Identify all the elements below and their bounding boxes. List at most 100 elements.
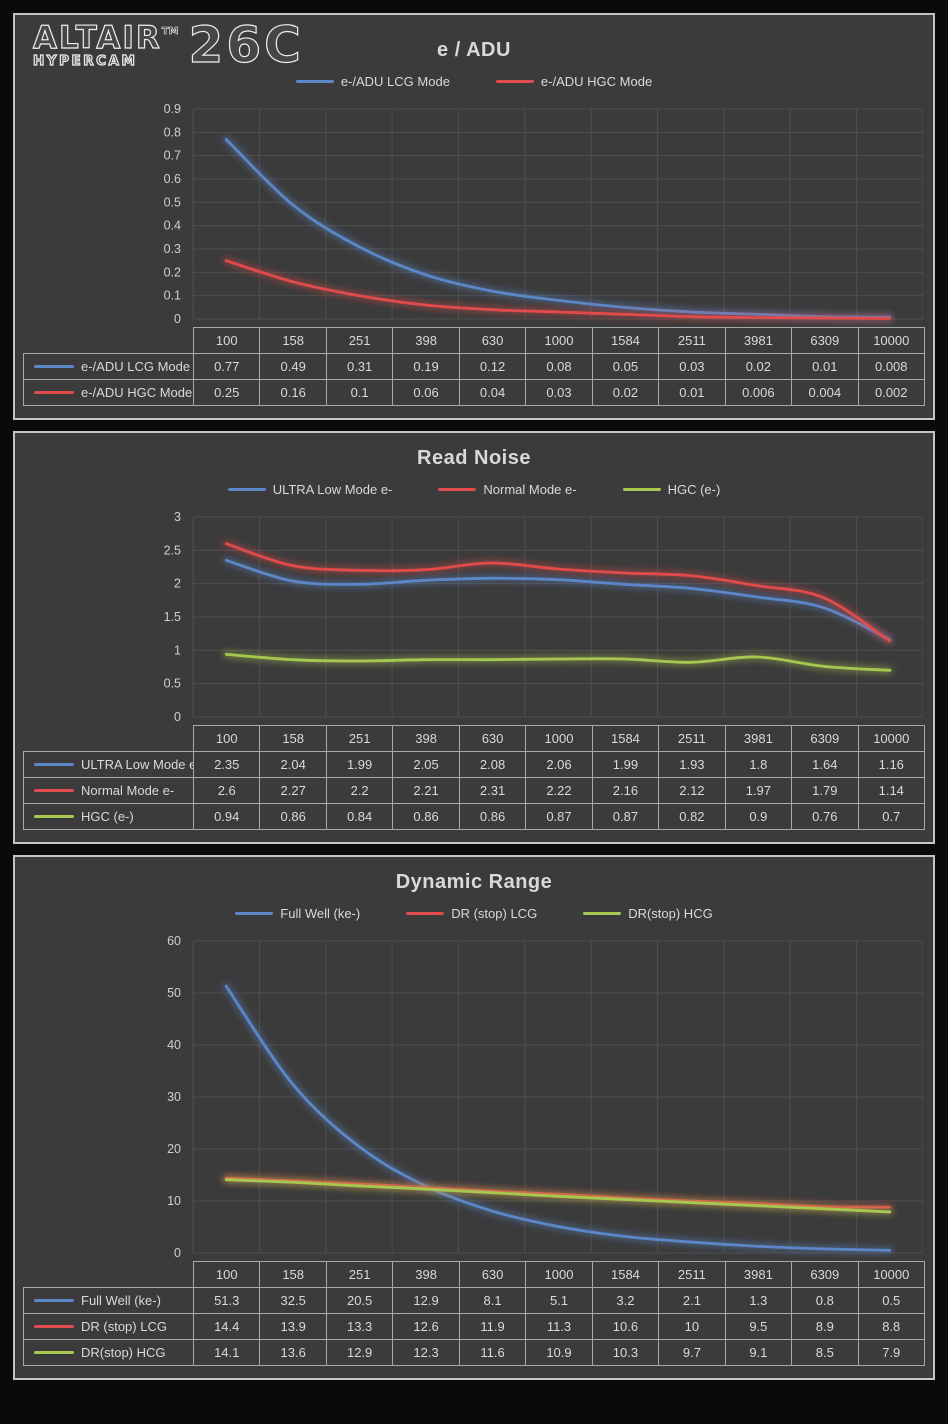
axis-tick-label: 10: [167, 1194, 181, 1208]
value-cell: 0.02: [724, 353, 793, 380]
x-category-header: 100: [192, 1261, 261, 1288]
row-line-swatch: [34, 391, 74, 394]
axis-tick-label: 0: [174, 1246, 181, 1260]
value-cell: 0.05: [591, 353, 660, 380]
value-cell: 1.8: [724, 751, 793, 778]
chart-title: Read Noise: [417, 447, 531, 469]
table-header-row: 100 158 251 398 630 1000 1584 2511 3981 6309 10000: [24, 1261, 926, 1288]
row-label-text: ULTRA Low Mode e-: [81, 757, 194, 772]
row-label-cell: DR(stop) HCG: [23, 1339, 194, 1366]
row-label-cell: ULTRA Low Mode e-: [23, 751, 194, 778]
value-cell: 0.01: [791, 353, 859, 380]
axis-tick-label: 0.2: [164, 265, 181, 279]
x-category-header: 158: [259, 725, 327, 752]
x-category-header: 2511: [658, 1261, 726, 1288]
x-category-header: 3981: [724, 1261, 793, 1288]
panel-header: Dynamic Range Full Well (ke-) DR (stop) L…: [23, 871, 925, 921]
value-cell: 0.1: [325, 379, 394, 406]
value-cell: 0.03: [525, 379, 593, 406]
axis-tick-label: 50: [167, 986, 181, 1000]
value-cell: 8.8: [857, 1313, 926, 1340]
x-category-header: 1584: [591, 327, 660, 354]
value-cell: 12.3: [392, 1339, 460, 1366]
legend-line-swatch: [235, 912, 274, 915]
row-label: e-/ADU HGC Mode: [26, 385, 192, 400]
legend-line-swatch: [495, 80, 534, 83]
x-category-header: 398: [392, 725, 460, 752]
legend-label: Full Well (ke-): [280, 906, 361, 921]
legend-label: ULTRA Low Mode e-: [272, 482, 393, 497]
value-cell: 0.49: [259, 353, 327, 380]
table-row: HGC (e-) 0.94 0.86 0.84 0.86 0.86 0.87 0.87 0.82…: [23, 803, 926, 830]
row-label-text: DR (stop) LCG: [81, 1319, 167, 1334]
value-cell: 0.86: [392, 803, 460, 830]
value-cell: 0.86: [458, 803, 527, 830]
table-corner-blank: [24, 1262, 194, 1288]
value-cell: 20.5: [325, 1287, 394, 1314]
row-label-text: e-/ADU LCG Mode: [81, 359, 191, 374]
row-label-cell: DR (stop) LCG: [23, 1313, 194, 1340]
chart-panel-read-noise: Read Noise ULTRA Low Mode e- Normal Mode …: [13, 431, 935, 844]
x-category-header: 251: [325, 327, 394, 354]
value-cell: 2.21: [392, 777, 460, 804]
value-cell: 2.35: [192, 751, 261, 778]
legend-label: e-/ADU LCG Mode: [340, 74, 450, 89]
row-label-cell: Normal Mode e-: [23, 777, 194, 804]
x-category-header: 10000: [857, 725, 926, 752]
line-chart: 0 0.5 1 1.5 2 2.5 3: [164, 510, 923, 724]
chart-panel-e-adu: ALTAIRTM HYPERCAM 26C e / ADU e-/ADU LCG…: [13, 13, 935, 420]
value-cell: 0.87: [525, 803, 593, 830]
x-category-header: 6309: [791, 1261, 859, 1288]
value-cell: 0.8: [791, 1287, 859, 1314]
value-cell: 0.87: [591, 803, 660, 830]
value-cell: 10: [658, 1313, 726, 1340]
value-cell: 2.06: [525, 751, 593, 778]
value-cell: 13.6: [259, 1339, 327, 1366]
data-table: 100 158 251 398 630 1000 1584 2511 3981 6309 10000…: [23, 327, 926, 406]
y-axis-tick-labels: 0 0.1 0.2 0.3 0.4 0.5 0.6 0.7 0.8 0.9: [164, 102, 181, 326]
table-row: ULTRA Low Mode e- 2.35 2.04 1.99 2.05 2.08 2.0…: [23, 751, 926, 778]
data-table: 100 158 251 398 630 1000 1584 2511 3981 6309 10000…: [23, 725, 926, 830]
row-line-swatch: [34, 789, 74, 792]
x-category-header: 630: [458, 327, 527, 354]
value-cell: 12.9: [392, 1287, 460, 1314]
series-line: [224, 558, 892, 642]
axis-tick-label: 0.1: [164, 289, 181, 303]
value-cell: 8.9: [791, 1313, 859, 1340]
x-category-header: 10000: [857, 327, 926, 354]
value-cell: 2.6: [192, 777, 261, 804]
x-category-header: 630: [458, 1261, 527, 1288]
value-cell: 2.2: [325, 777, 394, 804]
panel-header: Read Noise ULTRA Low Mode e- Normal Mode …: [23, 447, 925, 497]
legend-label: e-/ADU HGC Mode: [540, 74, 653, 89]
legend-item: e-/ADU LCG Mode: [295, 74, 450, 89]
value-cell: 0.12: [458, 353, 527, 380]
value-cell: 14.1: [192, 1339, 261, 1366]
value-cell: 13.9: [259, 1313, 327, 1340]
series-line: [224, 652, 892, 672]
row-label-text: Normal Mode e-: [81, 783, 175, 798]
axis-tick-label: 30: [167, 1090, 181, 1104]
x-category-header: 158: [259, 327, 327, 354]
value-cell: 1.97: [724, 777, 793, 804]
table-row: Full Well (ke-) 51.3 32.5 20.5 12.9 8.1 5.1 3.2…: [23, 1287, 926, 1314]
value-cell: 3.2: [591, 1287, 660, 1314]
x-category-header: 398: [392, 327, 460, 354]
value-cell: 12.6: [392, 1313, 460, 1340]
value-cell: 0.77: [192, 353, 261, 380]
value-cell: 1.14: [857, 777, 926, 804]
value-cell: 0.06: [392, 379, 460, 406]
x-category-header: 3981: [724, 327, 793, 354]
value-cell: 14.4: [192, 1313, 261, 1340]
chart-title: Dynamic Range: [395, 871, 553, 893]
legend-line-swatch: [227, 488, 266, 491]
legend-label: DR(stop) HCG: [628, 906, 713, 921]
value-cell: 0.25: [192, 379, 261, 406]
value-cell: 51.3: [192, 1287, 261, 1314]
row-line-swatch: [34, 1351, 74, 1354]
value-cell: 8.1: [458, 1287, 527, 1314]
row-label-text: DR(stop) HCG: [81, 1345, 166, 1360]
axis-tick-label: 3: [174, 510, 181, 524]
legend-line-swatch: [583, 912, 622, 915]
